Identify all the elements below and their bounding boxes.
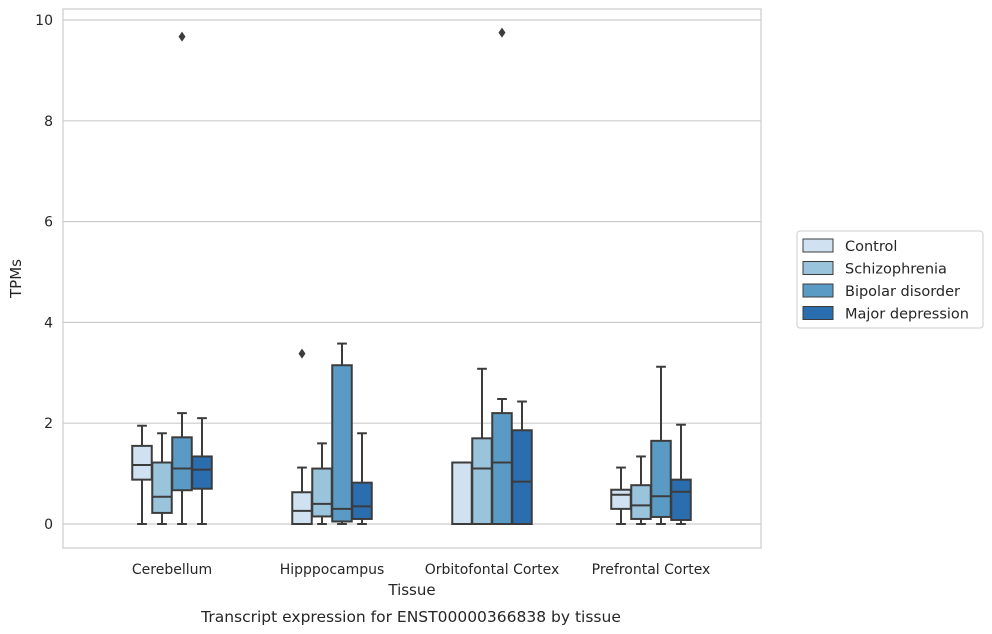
legend-swatch <box>802 306 834 320</box>
box-bipolar-disorder <box>491 27 513 525</box>
x-tick-labels: Cerebellum Hipppocampus Orbitofontal Corte… <box>132 562 710 578</box>
box-body <box>151 461 173 514</box>
box-body <box>291 491 313 525</box>
y-tick-label: 10 <box>35 13 53 29</box>
legend-swatch <box>802 261 834 275</box>
box-bipolar-disorder <box>650 365 672 525</box>
box-control <box>131 424 153 525</box>
box-body <box>311 467 333 518</box>
x-tick-label: Orbitofontal Cortex <box>425 562 560 578</box>
x-tick-label: Hipppocampus <box>280 562 385 578</box>
y-tick-label: 2 <box>44 416 53 432</box>
box-control <box>291 348 313 525</box>
box-body <box>650 439 672 518</box>
x-tick-label: Cerebellum <box>132 562 212 578</box>
box-body <box>191 455 213 490</box>
box-control <box>610 466 632 525</box>
plot-area-frame <box>62 8 762 549</box>
outlier-point <box>178 31 186 42</box>
legend-label: Bipolar disorder <box>845 284 960 300</box>
box-layer <box>131 27 692 526</box>
legend-swatch <box>802 283 834 298</box>
box-body <box>451 461 473 525</box>
legend: Control Schizophrenia Bipolar disorder Majo… <box>796 230 984 329</box>
box-body <box>331 364 353 523</box>
box-body <box>511 429 533 526</box>
y-tick-label: 8 <box>44 114 53 130</box>
box-major-depression <box>351 432 373 525</box>
y-axis-label: TPMs <box>7 259 25 299</box>
legend-label: Schizophrenia <box>845 262 947 278</box>
box-body <box>131 444 153 481</box>
y-tick-label: 0 <box>44 517 53 533</box>
box-schizophrenia <box>630 455 652 525</box>
y-tick-labels: 0 2 4 6 8 10 <box>35 13 53 533</box>
chart-title: Transcript expression for ENST0000036683… <box>200 608 621 626</box>
box-body <box>351 481 373 520</box>
box-body <box>670 478 692 521</box>
box-bipolar-disorder <box>331 342 353 525</box>
legend-label: Major depression <box>845 307 969 323</box>
box-schizophrenia <box>151 432 173 525</box>
outlier-point <box>298 348 306 359</box>
box-body <box>610 488 632 510</box>
x-axis-label: Tissue <box>387 581 435 599</box>
box-major-depression <box>511 400 533 526</box>
outlier-point <box>498 27 506 38</box>
x-tick-label: Prefrontal Cortex <box>592 562 711 578</box>
box-body <box>171 436 193 492</box>
legend-frame <box>796 230 984 329</box>
box-major-depression <box>670 423 692 525</box>
box-body <box>471 437 493 526</box>
box-body <box>630 484 652 520</box>
box-body <box>491 412 513 525</box>
box-schizophrenia <box>311 442 333 525</box>
legend-swatch <box>802 238 834 253</box>
box-bipolar-disorder <box>171 31 193 525</box>
y-tick-label: 6 <box>44 215 53 231</box>
box-schizophrenia <box>471 367 493 526</box>
y-tick-label: 4 <box>44 315 53 331</box>
legend-label: Control <box>845 239 897 255</box>
box-control <box>451 461 473 525</box>
box-major-depression <box>191 417 213 525</box>
